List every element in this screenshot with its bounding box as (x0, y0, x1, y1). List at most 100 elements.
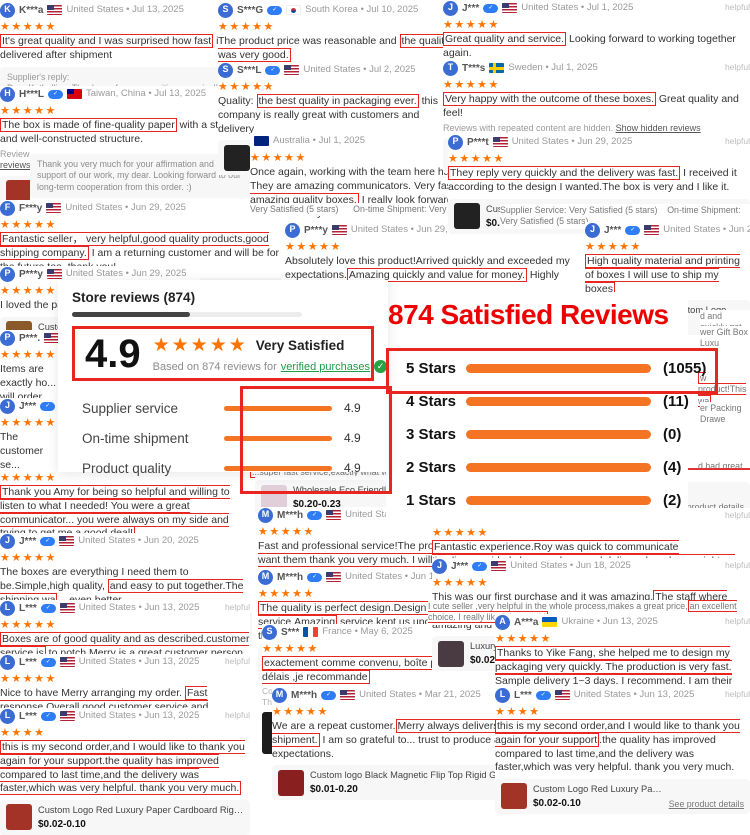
verified-badge-icon (48, 89, 64, 99)
review-header: F F***y United States • Jun 29, 2025 hel… (0, 200, 282, 216)
show-hidden-reviews-link[interactable]: Show hidden reviews (615, 122, 701, 133)
helpful-button[interactable]: helpful (724, 136, 750, 147)
avatar: H (0, 86, 15, 102)
star-rating: ★★★★★ (0, 349, 57, 361)
review-meta: United States • Jun 13, 2025 (78, 601, 200, 613)
review-meta: South Korea • Jul 10, 2025 (305, 3, 419, 15)
reviewer-name: K***a (19, 4, 44, 16)
star-rating: ★★★★ (495, 706, 541, 718)
product-price: $0.02-0.10 (470, 655, 518, 667)
flag-ua-icon (542, 617, 558, 627)
flag-us-icon (644, 225, 660, 235)
review-card: wer Gift Box Luxu (700, 326, 750, 351)
verified-purchases-link[interactable]: verified purchases (280, 360, 371, 373)
helpful-button[interactable]: helpful (724, 560, 750, 571)
highlighted-text: this is my second order,and I would like… (0, 740, 245, 796)
reviewer-name: M***h (291, 689, 318, 701)
review-meta: United States • Jun 29, 2025 (511, 135, 633, 147)
avatar: M (258, 507, 273, 523)
review-text: Quality: the best quality in packaging e… (218, 94, 438, 135)
reviewer-name: L*** (514, 689, 532, 701)
avatar: J (443, 0, 458, 16)
star-rating: ★★★★★ (0, 552, 57, 564)
star-rating: ★★★★★ (0, 21, 57, 33)
avatar: K (0, 2, 15, 18)
review-card: L L*** United States • Jun 13, 2025 help… (495, 687, 750, 814)
star-rating: ★★★★★ (285, 241, 342, 253)
helpful-button[interactable]: helpful (724, 616, 750, 627)
review-meta: United States • Jul 13, 2025 (66, 3, 184, 15)
flag-us-icon (326, 572, 342, 582)
flag-us-icon (502, 3, 518, 13)
review-meta: United States • Jun 18, 2025 (510, 559, 631, 571)
avatar: A (495, 614, 510, 630)
flag-us-icon (331, 225, 347, 235)
avatar: J (0, 398, 15, 414)
review-header: A A***a Ukraine • Jun 13, 2025 helpful (495, 614, 750, 630)
helpful-button[interactable]: helpful (224, 710, 250, 721)
flag-us-icon (59, 657, 75, 667)
avatar: J (0, 533, 15, 549)
helpful-button[interactable]: helpful (724, 2, 750, 13)
star-rating: ★★★★★ (432, 527, 489, 539)
product-name: Custom Logo Red Luxury Paper Cardboard R… (38, 804, 244, 815)
product-card[interactable]: Custom Logo Red Luxury Paper Cardboard R… (0, 799, 250, 835)
tab-indicator-track (72, 312, 302, 317)
rating-metrics: Supplier service 4.9 On-time shipment 4.… (72, 386, 392, 494)
star-rating: ★★★★ (0, 727, 46, 739)
highlighted-text: Great quality and service. (443, 32, 567, 47)
see-product-details-link[interactable]: See product details (668, 798, 744, 809)
flag-us-icon (59, 536, 75, 546)
review-text: this is my second order,and I would like… (0, 740, 250, 796)
flag-us-icon (326, 510, 342, 520)
flag-us-icon (59, 711, 75, 721)
rating-bar (466, 430, 651, 439)
reviewer-name: P***t (467, 136, 489, 148)
verified-badge-icon (535, 690, 551, 700)
review-text: It's great quality and I was surprised h… (0, 34, 243, 61)
review-text: High quality material and printing of bo… (585, 254, 750, 296)
reviewer-name: S*** (281, 626, 300, 638)
star-rating: ★★★★★ (0, 619, 57, 631)
highlighted-text: Fantastic seller， very helpful,good qual… (0, 232, 269, 260)
review-header: T T***s Sweden • Jul 1, 2025 helpful (443, 60, 750, 76)
review-header: P P***t United States • Jun 29, 2025 hel… (448, 134, 750, 150)
flag-us-icon (59, 603, 75, 613)
helpful-button[interactable]: helpful (724, 689, 750, 700)
product-thumbnail (261, 484, 287, 511)
flag-us-icon (46, 269, 62, 279)
verified-badge-icon (267, 5, 283, 15)
product-card[interactable]: Custom Logo Red Luxury Paper Cardboard R… (495, 778, 750, 814)
review-header: S S***G South Korea • Jul 10, 2025 (218, 2, 452, 18)
review-header: P P***y United States • Jun 29, 2025 (0, 266, 200, 282)
see-product-details-link[interactable]: See product details (668, 501, 744, 512)
review-header: H H***L Taiwan, China • Jul 13, 2025 (0, 86, 248, 102)
avatar: T (443, 60, 458, 76)
review-header: L L*** United States • Jun 13, 2025 help… (0, 654, 250, 670)
review-header: P P***. Unite... (0, 330, 64, 346)
review-card: P P***y United States • Jun 29, 2025 hel… (285, 222, 577, 336)
helpful-button[interactable]: helpful (724, 62, 750, 73)
star-rating: ★★★★★ (218, 81, 275, 93)
reviewer-name: S***L (237, 64, 262, 76)
verified-badge-icon (321, 690, 337, 700)
metric-bar (224, 465, 332, 471)
verified-badge-icon (307, 510, 323, 520)
avatar: P (448, 134, 463, 150)
review-meta: United States • Jun 20, 2025 (78, 534, 199, 546)
rating-bar (466, 496, 651, 505)
helpful-button[interactable]: helpful (224, 602, 250, 613)
helpful-button[interactable]: helpful (224, 656, 250, 667)
review-header: J J*** United States • Jun 20, 2025 (585, 222, 750, 238)
review-header: L L*** United States • Jun 13, 2025 help… (0, 708, 250, 724)
reviewer-name: P***. (19, 332, 41, 344)
avatar: P (285, 222, 300, 238)
star-rating: ★★★★★ (0, 472, 57, 484)
avatar: P (0, 266, 15, 282)
based-on-text: Based on 874 reviews for (152, 360, 277, 373)
highlighted-text: They reply very quickly and the delivery… (448, 166, 681, 181)
flag-fr-icon (303, 627, 319, 637)
product-name: Custom Logo Red Luxury Paper Cardboard R… (533, 783, 663, 794)
product-price: $0.20-0.23 (293, 499, 341, 511)
helpful-button[interactable]: helpful (724, 510, 750, 521)
